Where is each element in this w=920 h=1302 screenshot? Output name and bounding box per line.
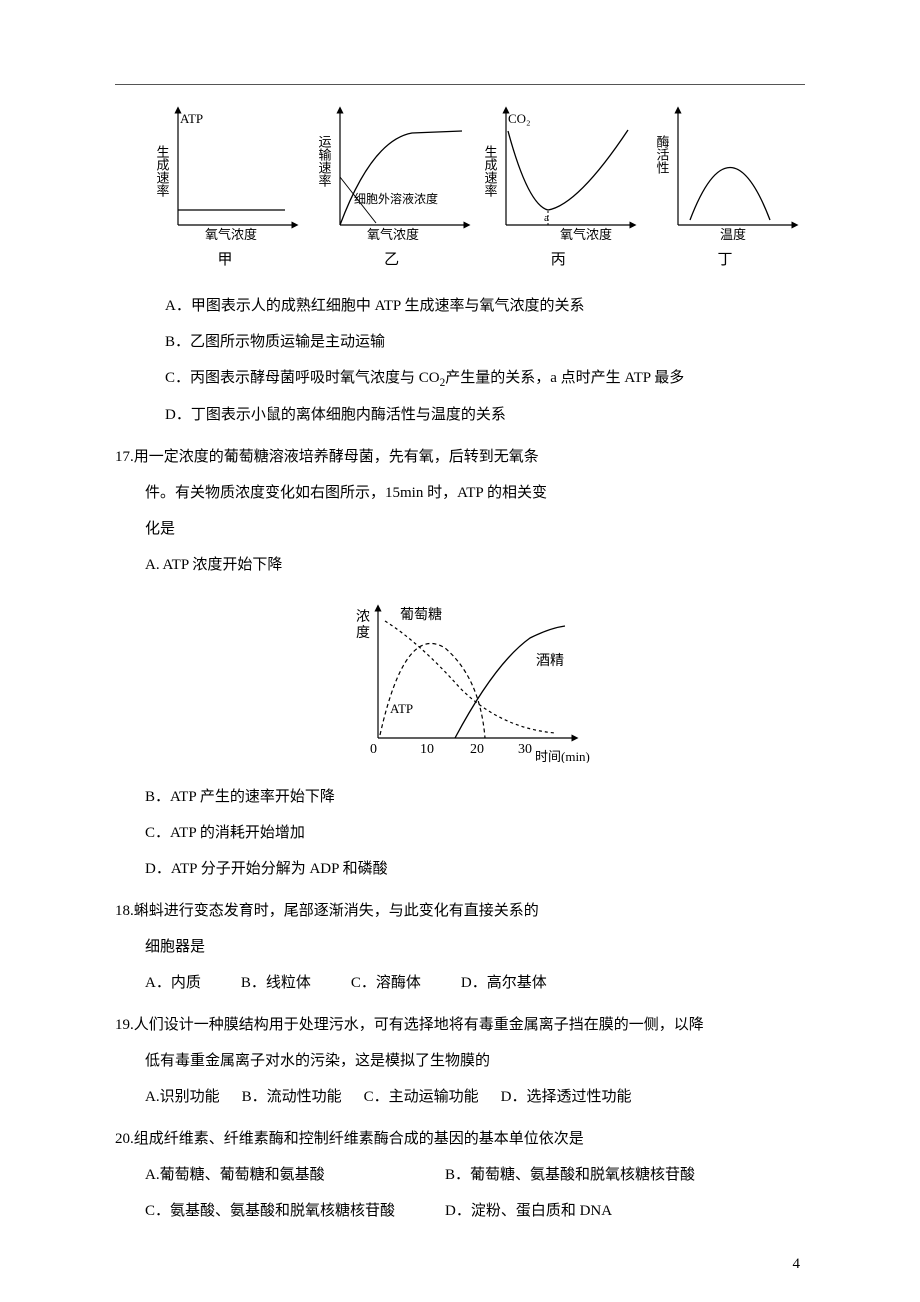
chart-jia-ylabel: 生成速率 (155, 145, 170, 197)
q20-line1: 20.组成纤维素、纤维素酶和控制纤维素酶合成的基因的基本单位依次是 (115, 1121, 805, 1157)
q17-alcohol: 酒精 (536, 653, 564, 669)
chart-bing-svg: CO₂ 生成速率 a 氧气浓度 (478, 105, 638, 240)
q18-b: B．线粒体 (241, 965, 311, 1001)
top-rule (115, 84, 805, 85)
q19-line1: 19.人们设计一种膜结构用于处理污水，可有选择地将有毒重金属离子挡在膜的一侧，以… (115, 1007, 805, 1043)
chart-ding-ylabel: 酶活性 (654, 134, 669, 174)
q17-ylabel2: 度 (356, 625, 370, 641)
q17-line3: 化是 (115, 511, 805, 547)
chart-jia-caption: 甲 (145, 242, 305, 278)
chart-bing-ytop: CO₂ (508, 111, 531, 126)
q17-chart: 浓 度 葡萄糖 酒精 ATP 0 10 20 30 时间(min) (115, 593, 805, 777)
chart-bing-ylabel: 生成速率 (483, 145, 498, 197)
chart-ding-caption: 丁 (645, 242, 805, 278)
opt-16b: B．乙图所示物质运输是主动运输 (115, 324, 805, 360)
opt-16a: A．甲图表示人的成熟红细胞中 ATP 生成速率与氧气浓度的关系 (115, 288, 805, 324)
q18-a: A．内质 (145, 965, 201, 1001)
q17-t30: 30 (518, 742, 532, 757)
chart-jia-xlabel: 氧气浓度 (205, 227, 257, 240)
chart-bing: CO₂ 生成速率 a 氧气浓度 丙 (478, 105, 638, 278)
chart-yi-caption: 乙 (312, 242, 472, 278)
q18-line2: 细胞器是 (115, 929, 805, 965)
q19-line2: 低有毒重金属离子对水的污染，这是模拟了生物膜的 (115, 1043, 805, 1079)
q17-optD: D．ATP 分子开始分解为 ADP 和磷酸 (115, 851, 805, 887)
chart-jia-svg: ATP 生成速率 氧气浓度 (150, 105, 300, 240)
opt-16d: D．丁图表示小鼠的离体细胞内酶活性与温度的关系 (115, 397, 805, 433)
chart-bing-xlabel: 氧气浓度 (560, 227, 612, 240)
q17-atp: ATP (390, 701, 413, 716)
q19-d: D．选择透过性功能 (501, 1079, 632, 1115)
q19-opts: A.识别功能 B．流动性功能 C．主动运输功能 D．选择透过性功能 (115, 1079, 805, 1115)
chart-row: ATP 生成速率 氧气浓度 甲 运输速率 细胞外溶液浓度 氧气浓度 乙 (145, 105, 805, 278)
q17-optA: A. ATP 浓度开始下降 (115, 547, 805, 583)
chart-yi-inner: 细胞外溶液浓度 (354, 191, 438, 206)
q20-row1: A.葡萄糖、葡萄糖和氨基酸 B．葡萄糖、氨基酸和脱氧核糖核苷酸 (115, 1157, 805, 1193)
q17-optC: C．ATP 的消耗开始增加 (115, 815, 805, 851)
q17-glucose: 葡萄糖 (400, 607, 442, 623)
q18-c: C．溶酶体 (351, 965, 421, 1001)
q17-xaxis: 时间(min) (535, 749, 590, 763)
q20-c: C．氨基酸、氨基酸和脱氧核糖核苷酸 (145, 1193, 445, 1229)
chart-ding: 酶活性 温度 丁 (645, 105, 805, 278)
chart-jia-ytop: ATP (180, 111, 203, 126)
opt-16c-pre: C．丙图表示酵母菌呼吸时氧气浓度与 CO (165, 370, 440, 386)
chart-ding-xlabel: 温度 (720, 227, 746, 240)
chart-yi-svg: 运输速率 细胞外溶液浓度 氧气浓度 (312, 105, 472, 240)
chart-bing-caption: 丙 (478, 242, 638, 278)
chart-ding-svg: 酶活性 温度 (650, 105, 800, 240)
chart-bing-tick: a (544, 212, 549, 224)
q19-b: B．流动性功能 (242, 1079, 342, 1115)
q17-line2: 件。有关物质浓度变化如右图所示，15min 时，ATP 的相关变 (115, 475, 805, 511)
opt-16c: C．丙图表示酵母菌呼吸时氧气浓度与 CO2产生量的关系，a 点时产生 ATP 最… (115, 360, 805, 397)
chart-yi-ylabel: 运输速率 (316, 135, 331, 187)
q17-t10: 10 (420, 742, 434, 757)
chart-jia: ATP 生成速率 氧气浓度 甲 (145, 105, 305, 278)
opt-16c-post: 产生量的关系，a 点时产生 ATP 最多 (445, 370, 684, 386)
q20-d: D．淀粉、蛋白质和 DNA (445, 1193, 805, 1229)
q20-b: B．葡萄糖、氨基酸和脱氧核糖核苷酸 (445, 1157, 805, 1193)
q17-ylabel1: 浓 (356, 609, 370, 625)
page-number: 4 (793, 1246, 801, 1282)
q19-a: A.识别功能 (145, 1079, 220, 1115)
q17-t20: 20 (470, 742, 484, 757)
q17-line1: 17.用一定浓度的葡萄糖溶液培养酵母菌，先有氧，后转到无氧条 (115, 439, 805, 475)
q19-c: C．主动运输功能 (364, 1079, 479, 1115)
chart-yi: 运输速率 细胞外溶液浓度 氧气浓度 乙 (312, 105, 472, 278)
chart-yi-xlabel: 氧气浓度 (367, 227, 419, 240)
q20-row2: C．氨基酸、氨基酸和脱氧核糖核苷酸 D．淀粉、蛋白质和 DNA (115, 1193, 805, 1229)
q18-d: D．高尔基体 (461, 965, 547, 1001)
q17-optB: B．ATP 产生的速率开始下降 (115, 779, 805, 815)
q20-a: A.葡萄糖、葡萄糖和氨基酸 (145, 1157, 445, 1193)
q18-opts: A．内质 B．线粒体 C．溶酶体 D．高尔基体 (115, 965, 805, 1001)
q18-line1: 18.蝌蚪进行变态发育时，尾部逐渐消失，与此变化有直接关系的 (115, 893, 805, 929)
q17-t0: 0 (370, 742, 377, 757)
